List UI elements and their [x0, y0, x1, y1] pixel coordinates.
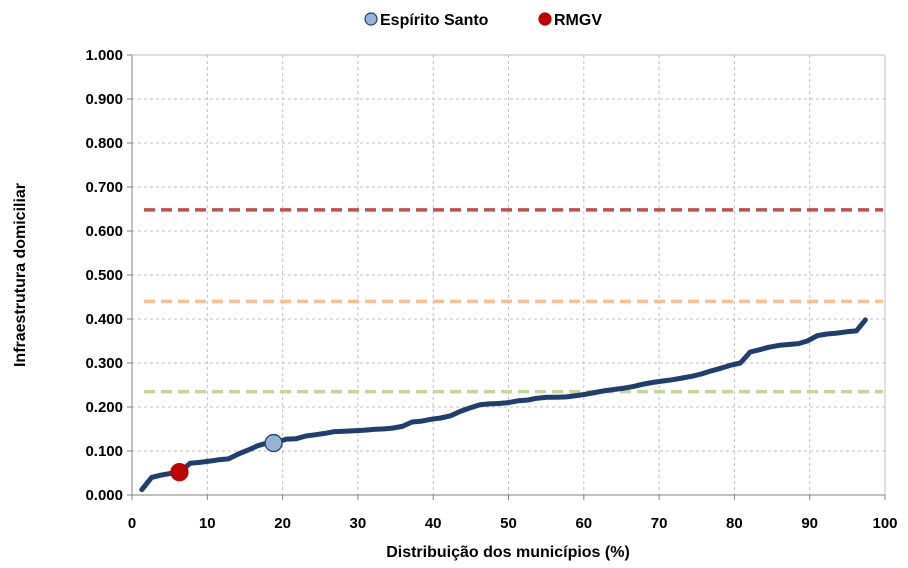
- y-tick-label: 0.800: [85, 135, 123, 152]
- series-line: [139, 317, 868, 493]
- x-tick-label: 20: [274, 515, 291, 532]
- x-tick-label: 70: [651, 515, 668, 532]
- highlight-points: [170, 433, 283, 482]
- x-tick-labels: 0 10 20 30 40 50 60 70 80 90 100: [128, 515, 898, 532]
- y-tick-label: 0.000: [85, 487, 123, 504]
- legend-label-rmgv: RMGV: [554, 12, 602, 29]
- reference-lines: [144, 208, 883, 394]
- y-tick-label: 0.400: [85, 311, 123, 328]
- y-tick-labels: 0.000 0.100 0.200 0.300 0.400 0.500 0.600 0.700…: [85, 47, 123, 504]
- y-tick-label: 1.000: [85, 47, 123, 64]
- x-tick-label: 100: [872, 515, 897, 532]
- y-axis-title: Infraestrutura domiciliar: [12, 183, 29, 367]
- x-tick-label: 0: [128, 515, 136, 532]
- gridlines: [132, 54, 886, 495]
- x-tick-label: 60: [575, 515, 592, 532]
- y-tick-label: 0.900: [85, 91, 123, 108]
- x-tick-label: 80: [726, 515, 743, 532]
- y-tick-label: 0.100: [85, 443, 123, 460]
- axes: [127, 54, 886, 500]
- x-tick-label: 90: [801, 515, 818, 532]
- y-tick-label: 0.600: [85, 223, 123, 240]
- data-point: [170, 462, 189, 482]
- y-tick-label: 0.700: [85, 179, 123, 196]
- data-point: [264, 433, 283, 453]
- x-tick-label: 10: [199, 515, 216, 532]
- y-tick-label: 0.300: [85, 355, 123, 372]
- y-tick-label: 0.200: [85, 399, 123, 416]
- x-axis-title: Distribuição dos municípios (%): [386, 544, 630, 561]
- legend-label-espirito-santo: Espírito Santo: [380, 12, 489, 29]
- legend-marker-rmgv: [538, 12, 552, 26]
- y-tick-label: 0.500: [85, 267, 123, 284]
- x-tick-label: 40: [425, 515, 442, 532]
- legend: Espírito Santo RMGV: [364, 12, 602, 29]
- x-tick-label: 30: [350, 515, 367, 532]
- series-lines: [139, 317, 868, 493]
- legend-marker-espirito-santo: [364, 12, 378, 26]
- x-tick-label: 50: [500, 515, 517, 532]
